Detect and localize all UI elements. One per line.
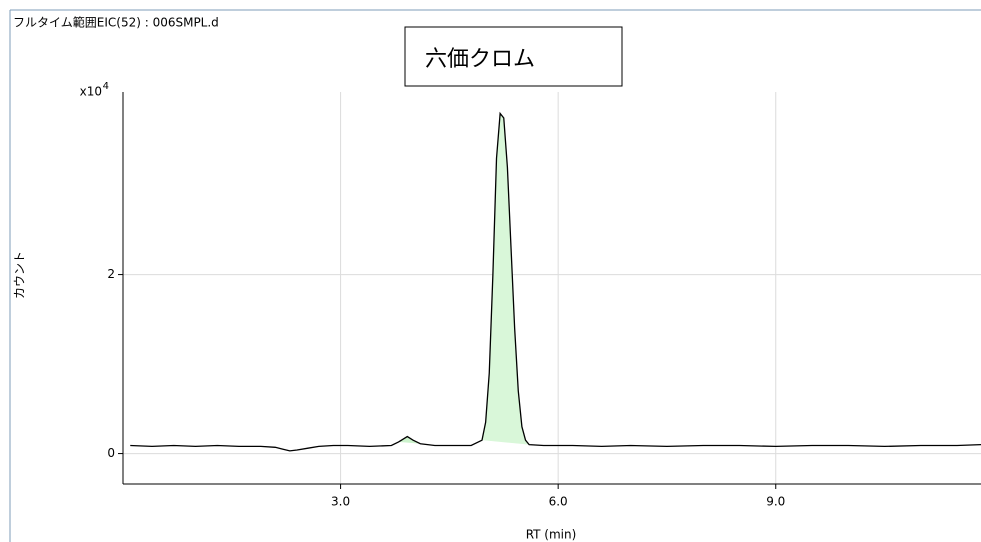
peak-fill (482, 113, 530, 445)
chart-title: フルタイム範囲EIC(52) : 006SMPL.d (13, 15, 219, 30)
peak-fill (398, 436, 421, 444)
annotation: 六価クロム (425, 47, 535, 72)
y-axis-label: カウント (13, 251, 27, 299)
y-tick-label: 2 (107, 267, 115, 281)
y-multiplier-exponent: 4 (103, 81, 109, 92)
x-axis-label: RT (min) (526, 528, 577, 542)
x-tick-label: 9.0 (766, 495, 785, 509)
chromatogram-line (130, 111, 981, 452)
x-tick-label: 6.0 (549, 495, 568, 509)
x-tick-label: 3.0 (331, 495, 350, 509)
y-multiplier-base: x10 (80, 85, 102, 99)
y-tick-label: 0 (107, 446, 115, 460)
annotation-box (404, 26, 623, 87)
